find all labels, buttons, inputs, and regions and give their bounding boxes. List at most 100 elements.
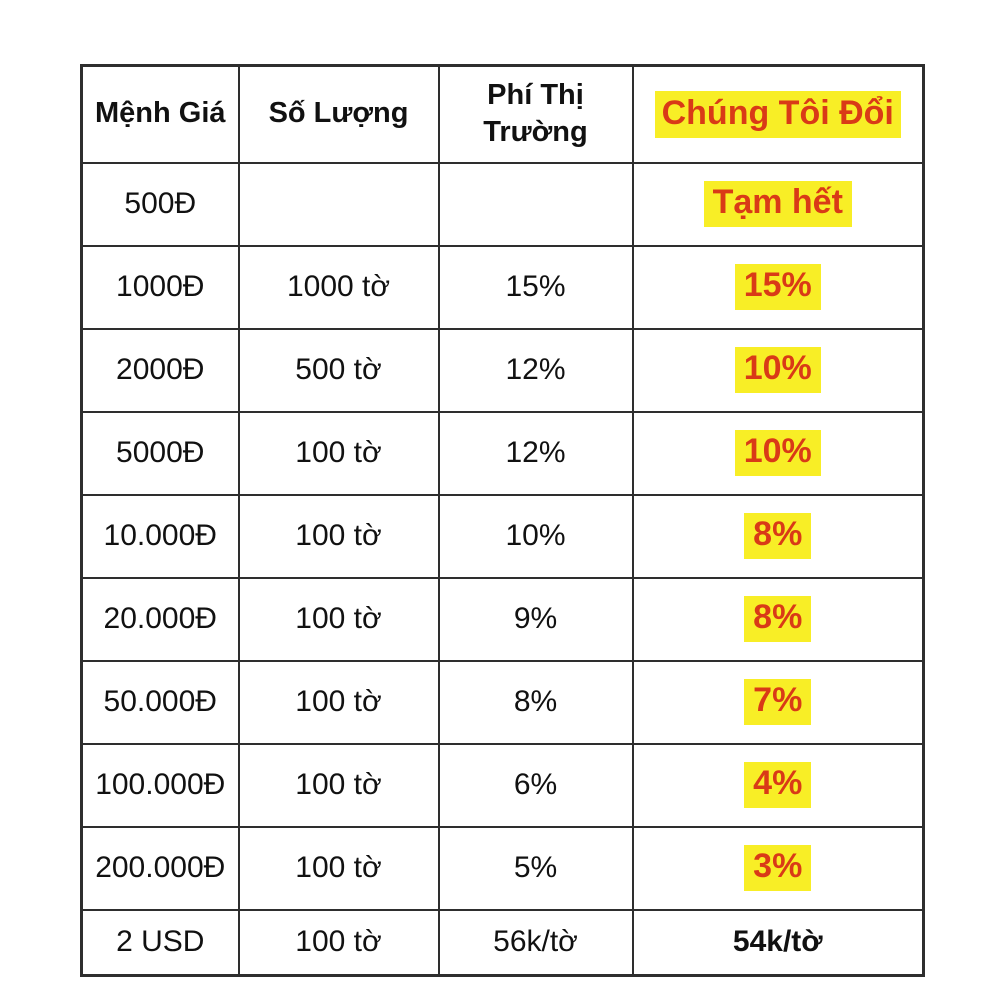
denomination-value: 500Đ (124, 187, 197, 220)
quantity-cell: 100 tờ (237, 742, 440, 828)
denomination-value: 20.000Đ (103, 602, 217, 635)
header-row: Mệnh Giá Số Lượng Phí Thị Trường Chúng T… (80, 64, 925, 164)
denomination-value: 100.000Đ (95, 768, 226, 801)
col-header-market-fee-label: Phí Thị Trường (483, 78, 588, 149)
denomination-value: 200.000Đ (95, 851, 226, 884)
col-header-denomination-label: Mệnh Giá (94, 97, 226, 130)
we-exchange-value: 10% (734, 346, 821, 394)
we-exchange-cell: Tạm hết (631, 161, 925, 247)
market-fee-cell: 6% (437, 742, 634, 828)
denomination-cell: 5000Đ (80, 410, 240, 496)
col-header-we-exchange: Chúng Tôi Đổi (631, 64, 925, 164)
denomination-cell: 1000Đ (80, 244, 240, 330)
quantity-cell: 1000 tờ (237, 244, 440, 330)
col-header-we-exchange-label: Chúng Tôi Đổi (654, 90, 901, 138)
quantity-value: 100 tờ (295, 602, 382, 635)
we-exchange-value: 15% (734, 263, 821, 311)
table-row: 2000Đ 500 tờ 12% 10% (80, 327, 925, 413)
we-exchange-cell: 10% (631, 327, 925, 413)
quantity-value: 100 tờ (295, 768, 382, 801)
we-exchange-value: 8% (744, 595, 812, 643)
denomination-value: 10.000Đ (103, 519, 217, 552)
quantity-cell (237, 161, 440, 247)
market-fee-cell: 12% (437, 410, 634, 496)
quantity-value: 100 tờ (295, 519, 382, 552)
market-fee-value: 8% (513, 685, 558, 718)
quantity-cell: 100 tờ (237, 493, 440, 579)
we-exchange-cell: 7% (631, 659, 925, 745)
market-fee-cell: 8% (437, 659, 634, 745)
quantity-value: 100 tờ (295, 851, 382, 884)
market-fee-cell: 9% (437, 576, 634, 662)
we-exchange-cell: 4% (631, 742, 925, 828)
col-header-market-fee: Phí Thị Trường (437, 64, 634, 164)
quantity-value: 100 tờ (295, 925, 382, 959)
market-fee-value: 9% (513, 602, 558, 635)
market-fee-value: 10% (505, 519, 566, 552)
table-row: 500Đ Tạm hết (80, 161, 925, 247)
exchange-rate-table-container: Mệnh Giá Số Lượng Phí Thị Trường Chúng T… (80, 64, 925, 977)
table-row: 200.000Đ 100 tờ 5% 3% (80, 825, 925, 911)
denomination-cell: 10.000Đ (80, 493, 240, 579)
market-fee-value: 12% (505, 353, 566, 386)
denomination-cell: 2000Đ (80, 327, 240, 413)
quantity-cell: 100 tờ (237, 908, 440, 977)
we-exchange-cell: 3% (631, 825, 925, 911)
col-header-denomination: Mệnh Giá (80, 64, 240, 164)
we-exchange-value: 7% (744, 678, 812, 726)
quantity-cell: 100 tờ (237, 576, 440, 662)
table-row: 20.000Đ 100 tờ 9% 8% (80, 576, 925, 662)
market-fee-value: 12% (505, 436, 566, 469)
col-header-quantity-label: Số Lượng (268, 97, 409, 130)
denomination-value: 1000Đ (116, 270, 205, 303)
denomination-cell: 50.000Đ (80, 659, 240, 745)
we-exchange-cell: 10% (631, 410, 925, 496)
market-fee-cell: 5% (437, 825, 634, 911)
denomination-value: 5000Đ (116, 436, 205, 469)
quantity-value: 1000 tờ (286, 270, 391, 303)
denomination-value: 50.000Đ (103, 685, 217, 718)
denomination-cell: 200.000Đ (80, 825, 240, 911)
exchange-rate-table: Mệnh Giá Số Lượng Phí Thị Trường Chúng T… (80, 64, 925, 977)
market-fee-cell: 12% (437, 327, 634, 413)
denomination-cell: 2 USD (80, 908, 240, 977)
market-fee-cell (437, 161, 634, 247)
table-row: 5000Đ 100 tờ 12% 10% (80, 410, 925, 496)
we-exchange-cell: 8% (631, 493, 925, 579)
we-exchange-cell: 15% (631, 244, 925, 330)
we-exchange-value: 10% (734, 429, 821, 477)
table-row: 100.000Đ 100 tờ 6% 4% (80, 742, 925, 828)
market-fee-cell: 56k/tờ (437, 908, 634, 977)
market-fee-value: 15% (505, 270, 566, 303)
quantity-cell: 500 tờ (237, 327, 440, 413)
market-fee-cell: 10% (437, 493, 634, 579)
market-fee-value: 6% (513, 768, 558, 801)
table-body: 500Đ Tạm hết 1000Đ 1000 tờ 15% 15% 2000Đ… (80, 161, 925, 977)
quantity-cell: 100 tờ (237, 659, 440, 745)
table-row: 10.000Đ 100 tờ 10% 8% (80, 493, 925, 579)
we-exchange-value: 3% (744, 844, 812, 892)
quantity-cell: 100 tờ (237, 410, 440, 496)
we-exchange-cell: 54k/tờ (631, 908, 925, 977)
quantity-value: 100 tờ (295, 436, 382, 469)
table-header: Mệnh Giá Số Lượng Phí Thị Trường Chúng T… (80, 64, 925, 164)
market-fee-value: 56k/tờ (493, 925, 578, 959)
table-row: 50.000Đ 100 tờ 8% 7% (80, 659, 925, 745)
denomination-cell: 500Đ (80, 161, 240, 247)
we-exchange-value: 54k/tờ (732, 925, 823, 959)
denomination-value: 2 USD (116, 925, 205, 959)
we-exchange-cell: 8% (631, 576, 925, 662)
denomination-cell: 100.000Đ (80, 742, 240, 828)
table-row: 1000Đ 1000 tờ 15% 15% (80, 244, 925, 330)
we-exchange-value: Tạm hết (703, 180, 852, 228)
denomination-cell: 20.000Đ (80, 576, 240, 662)
col-header-quantity: Số Lượng (237, 64, 440, 164)
we-exchange-value: 4% (744, 761, 812, 809)
we-exchange-value: 8% (744, 512, 812, 560)
quantity-cell: 100 tờ (237, 825, 440, 911)
denomination-value: 2000Đ (116, 353, 205, 386)
table-row: 2 USD 100 tờ 56k/tờ 54k/tờ (80, 908, 925, 977)
quantity-value: 500 tờ (295, 353, 382, 386)
market-fee-value: 5% (513, 851, 558, 884)
